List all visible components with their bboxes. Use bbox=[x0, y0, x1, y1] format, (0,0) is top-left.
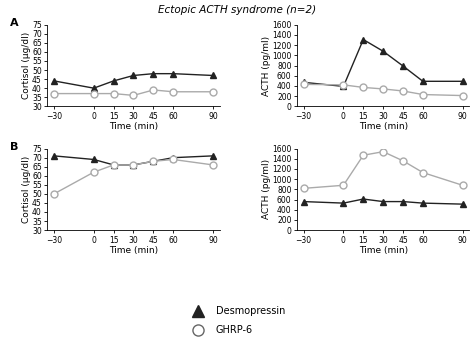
Y-axis label: Cortisol (µg/dl): Cortisol (µg/dl) bbox=[22, 32, 31, 99]
Y-axis label: ACTH (pg/ml): ACTH (pg/ml) bbox=[262, 159, 271, 219]
X-axis label: Time (min): Time (min) bbox=[359, 246, 408, 255]
X-axis label: Time (min): Time (min) bbox=[359, 122, 408, 131]
X-axis label: Time (min): Time (min) bbox=[109, 246, 158, 255]
Text: B: B bbox=[9, 142, 18, 152]
Legend: Desmopressin, GHRP-6: Desmopressin, GHRP-6 bbox=[189, 306, 285, 335]
Text: Ectopic ACTH syndrome (n=2): Ectopic ACTH syndrome (n=2) bbox=[158, 5, 316, 15]
Text: A: A bbox=[9, 18, 18, 28]
Y-axis label: Cortisol (µg/dl): Cortisol (µg/dl) bbox=[22, 156, 31, 223]
Y-axis label: ACTH (pg/ml): ACTH (pg/ml) bbox=[262, 35, 271, 96]
X-axis label: Time (min): Time (min) bbox=[109, 122, 158, 131]
